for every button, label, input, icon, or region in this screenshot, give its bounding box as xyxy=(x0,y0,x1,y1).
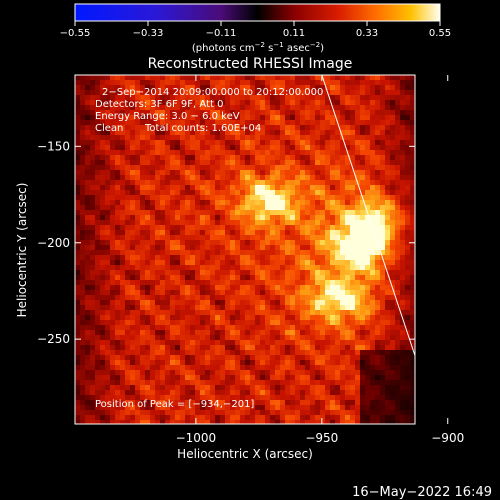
heatmap-image xyxy=(75,75,415,424)
x-tick-label: −950 xyxy=(305,431,338,445)
y-tick-label: −250 xyxy=(37,332,70,346)
y-axis-ticks: −150 −200 −250 xyxy=(37,139,415,346)
x-axis-label: Heliocentric X (arcsec) xyxy=(177,447,313,461)
detectors-text: Detectors: 3F 6F 9F, Att 0 xyxy=(95,99,223,110)
time-range-text: 2−Sep−2014 20:09:00.000 to 20:12:00.000 xyxy=(102,87,323,98)
colorbar-tick-label: 0.33 xyxy=(356,28,378,39)
y-axis-label: Heliocentric Y (arcsec) xyxy=(15,183,29,318)
colorbar xyxy=(74,3,441,22)
colorbar-tick-label: 0.55 xyxy=(429,28,451,39)
colorbar-tick-label: −0.55 xyxy=(60,28,91,39)
colorbar-tick-label: −0.11 xyxy=(206,28,237,39)
colorbar-tick-label: 0.11 xyxy=(283,28,305,39)
x-tick-label: −900 xyxy=(431,431,464,445)
x-axis-ticks: −1000 −950 −900 xyxy=(176,75,464,445)
colorbar-tick-label: −0.33 xyxy=(133,28,164,39)
peak-position-text: Position of Peak = [−934,−201] xyxy=(95,399,254,410)
colorbar-unit-label: (photons cm−2 s−1 asec−2) xyxy=(192,41,324,54)
y-tick-label: −150 xyxy=(37,139,70,153)
x-tick-label: −1000 xyxy=(176,431,217,445)
plot-frame xyxy=(74,74,416,425)
footer-date: 16−May−2022 16:49 xyxy=(352,485,492,500)
solar-limb-line xyxy=(321,75,415,358)
y-tick-label: −200 xyxy=(37,236,70,250)
total-counts-text: Total counts: 1.60E+04 xyxy=(144,123,261,134)
energy-range-text: Energy Range: 3.0 − 6.0 keV xyxy=(95,111,240,122)
chart-title: Reconstructed RHESSI Image xyxy=(148,56,353,72)
colorbar-ticks: −0.55 −0.33 −0.11 0.11 0.33 0.55 xyxy=(60,21,451,39)
method-text: Clean xyxy=(95,123,123,134)
